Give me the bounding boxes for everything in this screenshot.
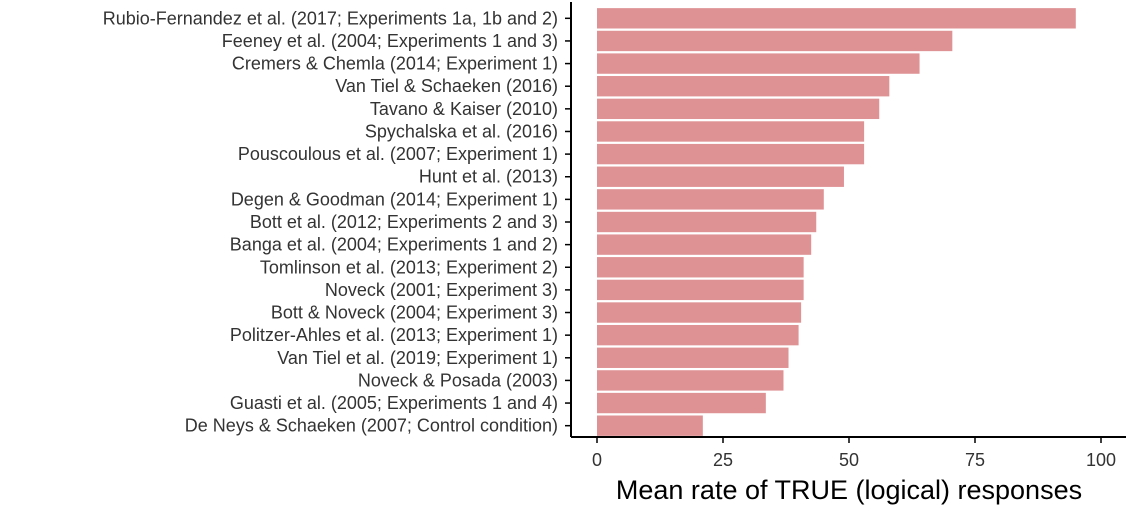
bars xyxy=(597,8,1076,436)
category-label: Bott et al. (2012; Experiments 2 and 3) xyxy=(250,212,558,232)
category-label: Hunt et al. (2013) xyxy=(419,167,558,187)
category-label: Tomlinson et al. (2013; Experiment 2) xyxy=(260,257,558,277)
bar xyxy=(597,257,804,278)
category-label: Spychalska et al. (2016) xyxy=(365,121,558,141)
x-tick-label: 50 xyxy=(839,450,859,470)
bar xyxy=(597,53,920,74)
bar xyxy=(597,415,703,436)
bar xyxy=(597,121,865,142)
bar xyxy=(597,234,812,255)
bar xyxy=(597,370,784,391)
category-label: De Neys & Schaeken (2007; Control condit… xyxy=(185,416,558,436)
bar xyxy=(597,76,890,97)
x-tick-label: 100 xyxy=(1086,450,1116,470)
bar xyxy=(597,211,817,233)
category-label: Bott & Noveck (2004; Experiment 3) xyxy=(271,303,558,323)
category-label: Tavano & Kaiser (2010) xyxy=(370,99,558,119)
category-label: Noveck & Posada (2003) xyxy=(358,370,558,390)
x-tick-label: 0 xyxy=(592,450,602,470)
category-label: Banga et al. (2004; Experiments 1 and 2) xyxy=(230,235,558,255)
category-labels: Rubio-Fernandez et al. (2017; Experiment… xyxy=(103,8,571,436)
x-tick-label: 25 xyxy=(713,450,733,470)
x-axis-ticks: 0 25 50 75 100 xyxy=(592,437,1116,470)
bar xyxy=(597,98,880,120)
bar xyxy=(597,392,766,414)
bar xyxy=(597,8,1076,29)
x-tick-label: 75 xyxy=(965,450,985,470)
category-label: Degen & Goodman (2014; Experiment 1) xyxy=(231,189,558,209)
category-label: Politzer-Ahles et al. (2013; Experiment … xyxy=(230,325,558,345)
category-label: Van Tiel et al. (2019; Experiment 1) xyxy=(277,348,558,368)
category-label: Noveck (2001; Experiment 3) xyxy=(325,280,558,300)
category-label: Rubio-Fernandez et al. (2017; Experiment… xyxy=(103,8,558,28)
bar xyxy=(597,347,789,368)
bar xyxy=(597,30,953,52)
bar xyxy=(597,324,799,346)
category-label: Pouscoulous et al. (2007; Experiment 1) xyxy=(238,144,558,164)
bar xyxy=(597,189,824,210)
x-axis-title: Mean rate of TRUE (logical) responses xyxy=(616,475,1082,505)
category-label: Guasti et al. (2005; Experiments 1 and 4… xyxy=(230,393,558,413)
bar xyxy=(597,302,802,323)
bar xyxy=(597,143,865,165)
category-label: Van Tiel & Schaeken (2016) xyxy=(335,76,558,96)
bar xyxy=(597,166,844,187)
category-label: Cremers & Chemla (2014; Experiment 1) xyxy=(232,54,558,74)
bar xyxy=(597,279,804,301)
category-label: Feeney et al. (2004; Experiments 1 and 3… xyxy=(222,31,558,51)
